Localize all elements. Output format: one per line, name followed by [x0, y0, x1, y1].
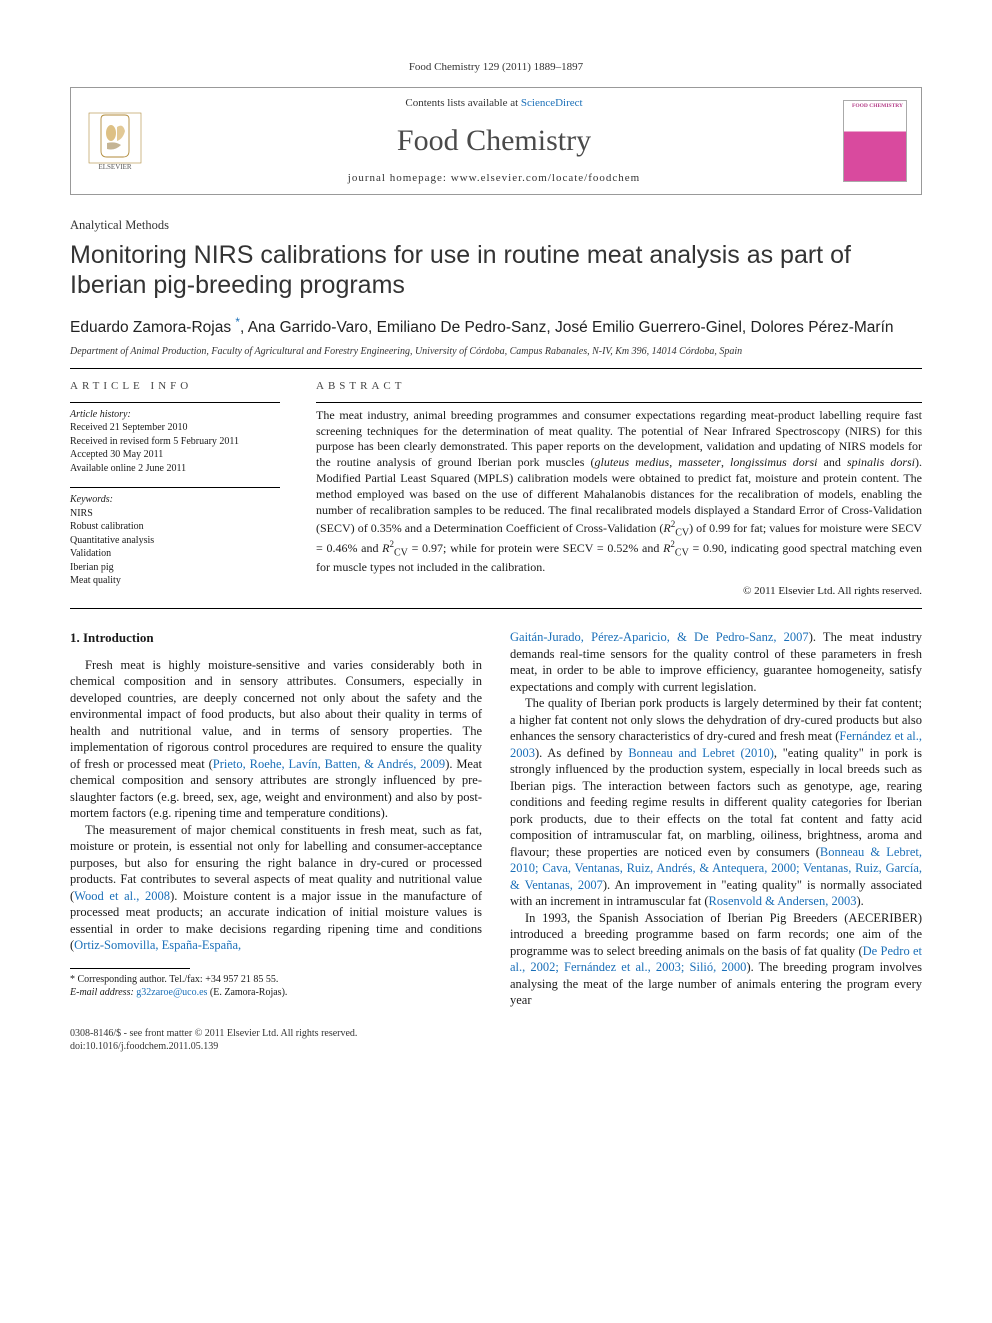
homepage-prefix: journal homepage: — [348, 172, 451, 184]
history-heading: Article history: — [70, 408, 280, 422]
journal-reference: Food Chemistry 129 (2011) 1889–1897 — [70, 60, 922, 75]
corresponding-author-footnote: * Corresponding author. Tel./fax: +34 95… — [70, 973, 482, 999]
article-history: Article history: Received 21 September 2… — [70, 402, 280, 476]
keyword: NIRS — [70, 507, 280, 521]
footnote-email-link[interactable]: g32zaroe@uco.es — [136, 987, 207, 998]
footnote-separator — [70, 968, 190, 969]
journal-homepage: journal homepage: www.elsevier.com/locat… — [157, 171, 831, 186]
corresponding-marker-link[interactable]: * — [231, 319, 240, 336]
journal-name: Food Chemistry — [157, 121, 831, 162]
body-paragraph: Gaitán-Jurado, Pérez-Aparicio, & De Pedr… — [510, 629, 922, 695]
body-paragraph: Fresh meat is highly moisture-sensitive … — [70, 657, 482, 822]
abstract-copyright: © 2011 Elsevier Ltd. All rights reserved… — [316, 584, 922, 599]
history-accepted: Accepted 30 May 2011 — [70, 448, 280, 462]
footnote-email-label: E-mail address: — [70, 987, 134, 998]
footnote-phone: * Corresponding author. Tel./fax: +34 95… — [70, 973, 482, 986]
contents-lists-line: Contents lists available at ScienceDirec… — [157, 96, 831, 111]
article-section-label: Analytical Methods — [70, 217, 922, 234]
body-paragraph: The quality of Iberian pork products is … — [510, 695, 922, 910]
left-column: 1. Introduction Fresh meat is highly moi… — [70, 629, 482, 1009]
keyword: Iberian pig — [70, 561, 280, 575]
journal-header: ELSEVIER Contents lists available at Sci… — [70, 87, 922, 195]
citation-link[interactable]: Ortiz-Somovilla, España-España, — [74, 938, 241, 952]
introduction-heading: 1. Introduction — [70, 629, 482, 646]
journal-cover-thumbnail: FOOD CHEMISTRY — [843, 100, 907, 182]
keywords: Keywords: NIRS Robust calibration Quanti… — [70, 487, 280, 588]
keyword: Validation — [70, 547, 280, 561]
citation-link[interactable]: Bonneau & Lebret, 2010; Cava, Ventanas, … — [510, 845, 922, 892]
citation-link[interactable]: Bonneau and Lebret (2010) — [628, 746, 774, 760]
citation-link[interactable]: Prieto, Roehe, Lavín, Batten, & Andrés, … — [213, 757, 445, 771]
citation-link[interactable]: Gaitán-Jurado, Pérez-Aparicio, & De Pedr… — [510, 630, 809, 644]
keyword: Quantitative analysis — [70, 534, 280, 548]
right-column: Gaitán-Jurado, Pérez-Aparicio, & De Pedr… — [510, 629, 922, 1009]
history-revised: Received in revised form 5 February 2011 — [70, 435, 280, 449]
citation-link[interactable]: De Pedro et al., 2002; Fernández et al.,… — [510, 944, 922, 975]
keyword: Robust calibration — [70, 520, 280, 534]
body-paragraph: In 1993, the Spanish Association of Iber… — [510, 910, 922, 1009]
elsevier-logo: ELSEVIER — [85, 110, 145, 172]
footer-issn: 0308-8146/$ - see front matter © 2011 El… — [70, 1027, 357, 1041]
affiliation: Department of Animal Production, Faculty… — [70, 345, 922, 358]
citation-link[interactable]: Rosenvold & Andersen, 2003 — [709, 894, 857, 908]
history-online: Available online 2 June 2011 — [70, 462, 280, 476]
separator — [70, 368, 922, 369]
footnote-email-who: (E. Zamora-Rojas). — [210, 987, 287, 998]
article-title: Monitoring NIRS calibrations for use in … — [70, 240, 922, 301]
keyword: Meat quality — [70, 574, 280, 588]
cover-title: FOOD CHEMISTRY — [847, 104, 903, 110]
citation-link[interactable]: Wood et al., 2008 — [74, 889, 170, 903]
svg-text:ELSEVIER: ELSEVIER — [98, 163, 131, 171]
separator — [70, 608, 922, 609]
sciencedirect-link[interactable]: ScienceDirect — [521, 97, 583, 109]
contents-prefix: Contents lists available at — [405, 97, 520, 109]
abstract-text: The meat industry, animal breeding progr… — [316, 408, 922, 576]
footer-doi: doi:10.1016/j.foodchem.2011.05.139 — [70, 1040, 357, 1054]
homepage-url: www.elsevier.com/locate/foodchem — [451, 172, 641, 184]
body-paragraph: The measurement of major chemical consti… — [70, 822, 482, 954]
article-info-heading: ARTICLE INFO — [70, 379, 280, 394]
keywords-heading: Keywords: — [70, 493, 280, 507]
history-received: Received 21 September 2010 — [70, 421, 280, 435]
author-list: Eduardo Zamora-Rojas *, Ana Garrido-Varo… — [70, 315, 922, 339]
abstract-heading: ABSTRACT — [316, 379, 922, 394]
page-footer: 0308-8146/$ - see front matter © 2011 El… — [70, 1027, 922, 1054]
